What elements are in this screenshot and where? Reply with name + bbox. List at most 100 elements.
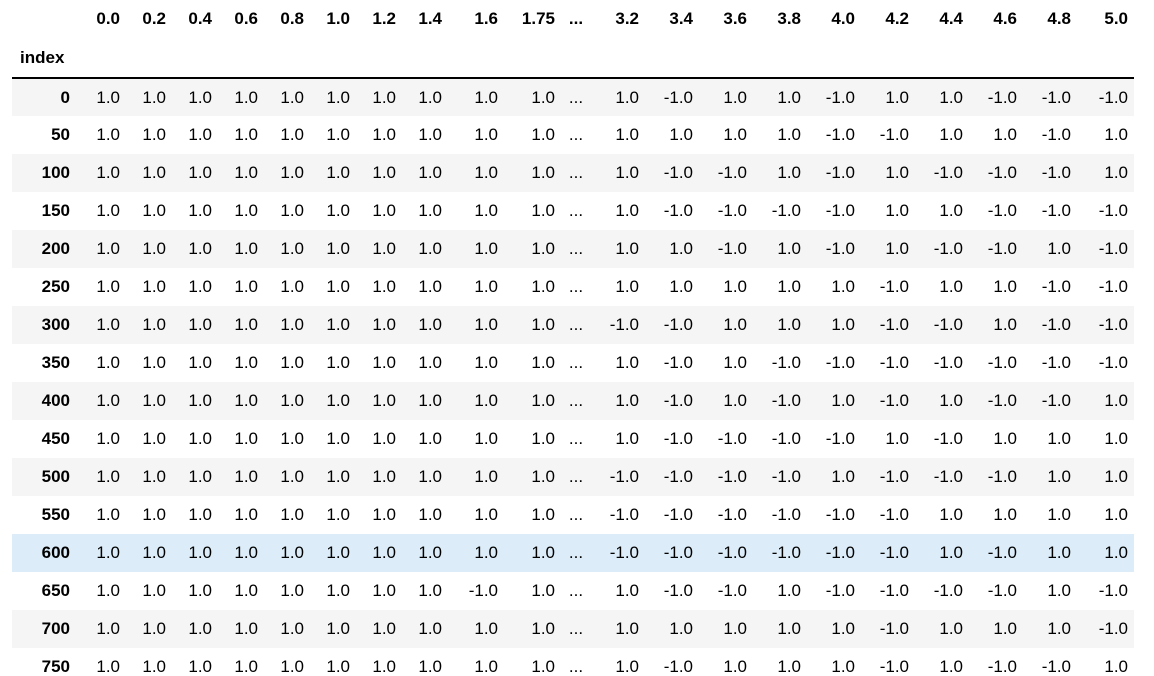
table-cell: 1.0: [188, 543, 212, 562]
table-cell: 1.0: [418, 581, 442, 600]
table-cell: 1.0: [326, 467, 350, 486]
table-cell: 1.0: [474, 315, 498, 334]
table-cell: 1.0: [96, 163, 120, 182]
table-row[interactable]: 50 1.0 1.0 1.0 1.0 1.0 1.0 1.0 1.0 1.0 1.0... 1.0 1.…: [12, 116, 1134, 154]
table-cell: 1.0: [326, 315, 350, 334]
table-row[interactable]: 0 1.0 1.0 1.0 1.0 1.0 1.0 1.0 1.0 1.0 1.0... 1.0 -1.…: [12, 78, 1134, 116]
table-cell: 1.0: [142, 125, 166, 144]
table-cell: 1.0: [372, 277, 396, 296]
table-row[interactable]: 400 1.0 1.0 1.0 1.0 1.0 1.0 1.0 1.0 1.0 1.0... 1.0 -…: [12, 382, 1134, 420]
table-cell: 1.0: [372, 391, 396, 410]
table-row[interactable]: 250 1.0 1.0 1.0 1.0 1.0 1.0 1.0 1.0 1.0 1.0... 1.0 1…: [12, 268, 1134, 306]
ellipsis-cell: ...: [568, 353, 584, 372]
table-cell: 1.0: [142, 163, 166, 182]
table-cell: 1.0: [142, 315, 166, 334]
table-cell: 1.0: [885, 429, 909, 448]
table-cell: -1.0: [825, 87, 855, 107]
index-name-spacer: [126, 38, 172, 79]
table-cell: 1.0: [939, 125, 963, 144]
table-cell: 1.0: [188, 201, 212, 220]
table-cell: -1.0: [663, 391, 693, 410]
table-cell: 1.0: [372, 201, 396, 220]
table-cell: -1.0: [609, 543, 639, 562]
table-cell: -1.0: [879, 125, 909, 144]
table-row[interactable]: 450 1.0 1.0 1.0 1.0 1.0 1.0 1.0 1.0 1.0 1.0... 1.0 -…: [12, 420, 1134, 458]
table-cell: 1.0: [234, 581, 258, 600]
table-row[interactable]: 550 1.0 1.0 1.0 1.0 1.0 1.0 1.0 1.0 1.0 1.0... -1.0…: [12, 496, 1134, 534]
column-header: 3.4: [669, 9, 693, 28]
table-cell: -1.0: [1041, 125, 1071, 144]
table-cell: 1.0: [474, 467, 498, 486]
table-cell: 1.0: [777, 581, 801, 600]
table-cell: 1.0: [615, 429, 639, 448]
row-index-label: 300: [41, 315, 70, 334]
table-cell: 1.0: [531, 619, 555, 638]
table-row[interactable]: 300 1.0 1.0 1.0 1.0 1.0 1.0 1.0 1.0 1.0 1.0... -1.0…: [12, 306, 1134, 344]
table-row[interactable]: 100 1.0 1.0 1.0 1.0 1.0 1.0 1.0 1.0 1.0 1.0... 1.0 -…: [12, 154, 1134, 192]
table-row[interactable]: 700 1.0 1.0 1.0 1.0 1.0 1.0 1.0 1.0 1.0 1.0... 1.0 1…: [12, 610, 1134, 648]
table-row[interactable]: 200 1.0 1.0 1.0 1.0 1.0 1.0 1.0 1.0 1.0 1.0... 1.0 1…: [12, 230, 1134, 268]
table-cell: 1.0: [280, 201, 304, 220]
table-cell: -1.0: [825, 543, 855, 562]
table-cell: 1.0: [326, 391, 350, 410]
table-cell: 1.0: [142, 505, 166, 524]
table-cell: 1.0: [723, 315, 747, 334]
ellipsis-cell: ...: [568, 505, 584, 524]
table-cell: 1.0: [372, 163, 396, 182]
table-cell: 1.0: [326, 619, 350, 638]
table-row[interactable]: 500 1.0 1.0 1.0 1.0 1.0 1.0 1.0 1.0 1.0 1.0... -1.0…: [12, 458, 1134, 496]
table-cell: -1.0: [1041, 277, 1071, 296]
table-cell: 1.0: [531, 163, 555, 182]
table-cell: 1.0: [96, 467, 120, 486]
table-cell: -1.0: [468, 581, 498, 600]
table-cell: 1.0: [939, 619, 963, 638]
table-cell: -1.0: [1041, 391, 1071, 410]
table-cell: -1.0: [987, 391, 1017, 410]
table-cell: 1.0: [418, 315, 442, 334]
table-cell: -1.0: [987, 657, 1017, 676]
table-cell: 1.0: [418, 87, 442, 107]
table-cell: -1.0: [987, 163, 1017, 182]
table-cell: 1.0: [280, 239, 304, 258]
table-cell: -1.0: [933, 581, 963, 600]
table-cell: -1.0: [717, 467, 747, 486]
table-cell: 1.0: [142, 543, 166, 562]
table-cell: 1.0: [1104, 543, 1128, 562]
table-cell: -1.0: [663, 429, 693, 448]
table-cell: 1.0: [1104, 467, 1128, 486]
table-cell: 1.0: [188, 353, 212, 372]
table-cell: -1.0: [663, 315, 693, 334]
table-cell: 1.0: [474, 125, 498, 144]
table-cell: 1.0: [372, 429, 396, 448]
table-cell: 1.0: [96, 87, 120, 107]
row-index-label: 350: [41, 353, 70, 372]
ellipsis-cell: ...: [568, 163, 584, 182]
table-cell: 1.0: [418, 163, 442, 182]
table-cell: 1.0: [280, 657, 304, 676]
table-cell: 1.0: [142, 353, 166, 372]
table-cell: 1.0: [418, 467, 442, 486]
row-index-label: 450: [41, 429, 70, 448]
dataframe-table: 0.0 0.2 0.4 0.6 0.8 1.0 1.2 1.4 1.6 1.75... 3.2 3.4…: [12, 0, 1134, 676]
table-cell: -1.0: [609, 505, 639, 524]
table-row[interactable]: 150 1.0 1.0 1.0 1.0 1.0 1.0 1.0 1.0 1.0 1.0... 1.0 -…: [12, 192, 1134, 230]
table-cell: 1.0: [418, 277, 442, 296]
table-cell: 1.0: [993, 125, 1017, 144]
table-cell: 1.0: [142, 201, 166, 220]
table-row[interactable]: 350 1.0 1.0 1.0 1.0 1.0 1.0 1.0 1.0 1.0 1.0... 1.0 -…: [12, 344, 1134, 382]
table-cell: -1.0: [717, 543, 747, 562]
table-cell: 1.0: [474, 277, 498, 296]
table-row[interactable]: 750 1.0 1.0 1.0 1.0 1.0 1.0 1.0 1.0 1.0 1.0... 1.0 -…: [12, 648, 1134, 676]
table-cell: -1.0: [825, 239, 855, 258]
index-name-spacer: [969, 38, 1023, 79]
table-cell: 1.0: [418, 505, 442, 524]
table-cell: 1.0: [280, 353, 304, 372]
index-name-spacer: [218, 38, 264, 79]
index-name-spacer: [915, 38, 969, 79]
table-cell: 1.0: [831, 657, 855, 676]
table-row[interactable]: 600 1.0 1.0 1.0 1.0 1.0 1.0 1.0 1.0 1.0 1.0... -1.0…: [12, 534, 1134, 572]
table-row[interactable]: 650 1.0 1.0 1.0 1.0 1.0 1.0 1.0 1.0 -1.0 1.0... 1.0…: [12, 572, 1134, 610]
column-header: 4.8: [1047, 9, 1071, 28]
table-cell: 1.0: [939, 201, 963, 220]
